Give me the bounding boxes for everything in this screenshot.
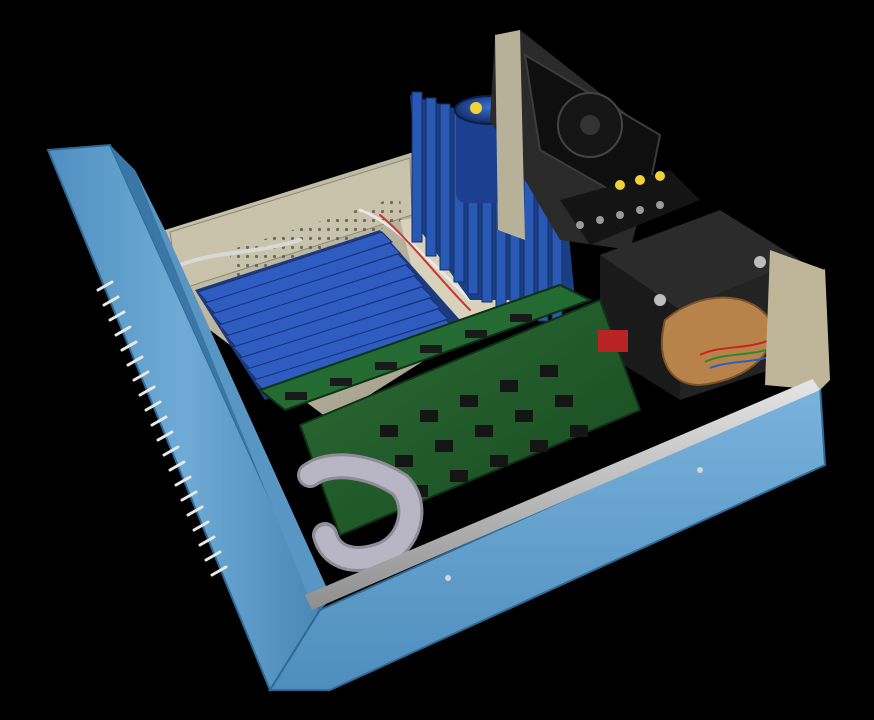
backplane-card-slots — [195, 230, 460, 400]
ribbon-cable — [297, 453, 424, 572]
transformer — [600, 210, 825, 400]
terminal-blocks — [560, 170, 700, 245]
blue-metal-case — [46, 143, 830, 693]
front-panel-switches — [96, 280, 228, 577]
memory-board — [257, 283, 593, 412]
